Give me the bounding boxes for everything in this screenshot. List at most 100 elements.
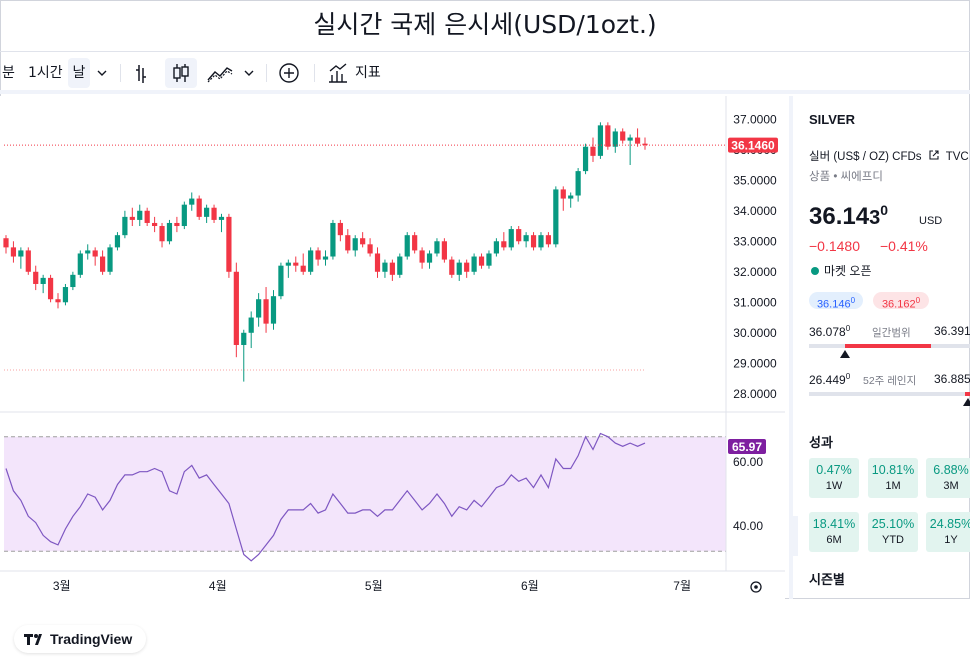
candle-body — [397, 256, 403, 275]
candle-body — [471, 256, 477, 272]
candle-body — [582, 146, 589, 172]
add-compare-icon[interactable] — [277, 58, 301, 88]
chart-type-dropdown-icon[interactable] — [243, 58, 257, 88]
chart-toolbar: 분 1시간 날 지표 — [0, 52, 970, 94]
rsi-axis-ticks: 60.00 40.00 — [733, 455, 763, 533]
bid-badge: 36.1460 — [809, 292, 863, 311]
current-price-tail: 3 — [869, 207, 881, 229]
day-range-marker-icon — [840, 350, 850, 358]
candle-body — [166, 222, 173, 242]
candle-body — [263, 299, 269, 324]
performance-period: 3M — [943, 480, 959, 492]
candle-body — [441, 241, 447, 260]
candle-body — [18, 250, 24, 257]
indicators-icon[interactable] — [326, 58, 350, 88]
performance-period: 1M — [885, 480, 901, 492]
price-tick-label: 34.0000 — [733, 204, 777, 218]
candle-body — [575, 171, 581, 196]
interval-day-button[interactable]: 날 — [68, 58, 90, 88]
price-tick-label: 31.0000 — [733, 295, 777, 309]
candle-body — [523, 235, 529, 242]
candle-body — [129, 216, 135, 220]
market-status-text: 마켓 오픈 — [824, 264, 872, 278]
candle-body — [426, 253, 433, 263]
time-axis-settings-icon[interactable] — [750, 581, 762, 593]
performance-value: 6.88% — [933, 463, 969, 477]
ask-sup: 0 — [915, 296, 921, 305]
candle-body — [545, 235, 552, 245]
last-price-label-bg — [728, 137, 778, 153]
price-tick-label: 32.0000 — [733, 265, 777, 279]
price-tick-label: 33.0000 — [733, 234, 777, 248]
ask-value: 36.162 — [881, 298, 916, 311]
performance-cell[interactable]: 10.81% 1M — [868, 458, 918, 498]
candle-body — [47, 277, 54, 300]
candles-group — [3, 122, 648, 382]
candle-body — [538, 235, 544, 248]
tradingview-logo-text: TradingView — [50, 631, 132, 647]
candle-body — [114, 235, 121, 248]
candle-body — [241, 332, 247, 345]
price-tick-label: 35.0000 — [733, 173, 777, 187]
performance-cell[interactable]: 25.10% YTD — [868, 512, 918, 552]
performance-cell[interactable]: 6.88% 3M — [926, 458, 970, 498]
candle-body — [152, 222, 158, 227]
price-tick-label: 29.0000 — [733, 356, 777, 370]
external-link-icon[interactable] — [928, 149, 940, 161]
rsi-tick-label: 40.00 — [733, 519, 763, 533]
candle-body — [226, 216, 232, 272]
day-low-sup: 0 — [845, 324, 851, 333]
candle-chart-icon[interactable] — [165, 58, 197, 88]
price-chart[interactable]: 37.000036.000035.000034.000033.000032.00… — [0, 96, 785, 599]
candle-body — [449, 259, 455, 275]
candle-body — [412, 235, 418, 251]
chart-area[interactable]: 37.000036.000035.000034.000033.000032.00… — [0, 96, 785, 653]
candle-body — [144, 210, 150, 223]
symbol-name[interactable]: SILVER — [809, 112, 855, 127]
performance-value: 10.81% — [871, 463, 915, 477]
candle-body — [308, 250, 314, 272]
candle-body — [434, 241, 440, 254]
candle-body — [404, 235, 410, 257]
performance-title: 성과 — [809, 435, 833, 450]
candle-body — [478, 256, 485, 266]
interval-dropdown-icon[interactable] — [96, 58, 110, 88]
candle-body — [627, 137, 633, 141]
rsi-value-label-bg — [728, 439, 766, 454]
week52-low-sup: 0 — [845, 372, 851, 381]
candle-body — [464, 262, 470, 272]
candle-body — [278, 265, 284, 297]
symbol-source[interactable]: TVC — [945, 151, 969, 163]
week52-low-text: 26.449 — [809, 373, 846, 387]
interval-minute-button[interactable]: 분 — [2, 65, 15, 81]
panel-collapse-handle[interactable]: ‹ — [793, 516, 798, 556]
performance-cell[interactable]: 18.41% 6M — [809, 512, 859, 552]
candle-body — [367, 244, 373, 254]
indicators-button[interactable]: 지표 — [355, 65, 381, 81]
candle-body — [55, 299, 61, 303]
week52-range-bar — [809, 392, 970, 396]
candle-body — [293, 262, 299, 266]
performance-period: 6M — [826, 534, 842, 546]
bid-sup: 0 — [850, 296, 856, 305]
day-range-bar — [809, 344, 970, 348]
interval-hour-button[interactable]: 1시간 — [28, 65, 63, 81]
symbol-details-panel: SILVER 실버 (US$ / OZ) CFDs TVC 상품 • 씨에프디 … — [789, 96, 970, 599]
performance-cell[interactable]: 24.85% 1Y — [926, 512, 970, 552]
area-chart-icon[interactable] — [205, 58, 235, 88]
candle-body — [285, 262, 291, 266]
bar-chart-icon[interactable] — [132, 58, 156, 88]
candle-body — [62, 287, 69, 303]
day-low-value: 36.0780 — [809, 324, 850, 339]
tradingview-logo[interactable]: TradingView — [14, 625, 146, 653]
time-tick-label: 4월 — [209, 579, 227, 593]
performance-value: 18.41% — [812, 517, 856, 531]
candle-body — [174, 222, 180, 227]
performance-period: 1W — [825, 480, 843, 492]
performance-cell[interactable]: 0.47% 1W — [809, 458, 859, 498]
candle-body — [248, 317, 254, 333]
candle-body — [107, 247, 113, 272]
performance-value: 25.10% — [871, 517, 915, 531]
time-tick-label: 3월 — [53, 579, 71, 593]
candle-body — [33, 271, 39, 284]
